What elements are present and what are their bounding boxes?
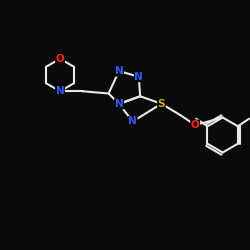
Text: S: S bbox=[158, 99, 165, 109]
Text: N: N bbox=[56, 86, 64, 96]
Text: N: N bbox=[134, 72, 143, 82]
Text: N: N bbox=[115, 66, 124, 76]
Text: N: N bbox=[115, 99, 124, 109]
Text: O: O bbox=[56, 54, 64, 64]
Text: N: N bbox=[128, 116, 137, 126]
Text: O: O bbox=[191, 120, 200, 130]
